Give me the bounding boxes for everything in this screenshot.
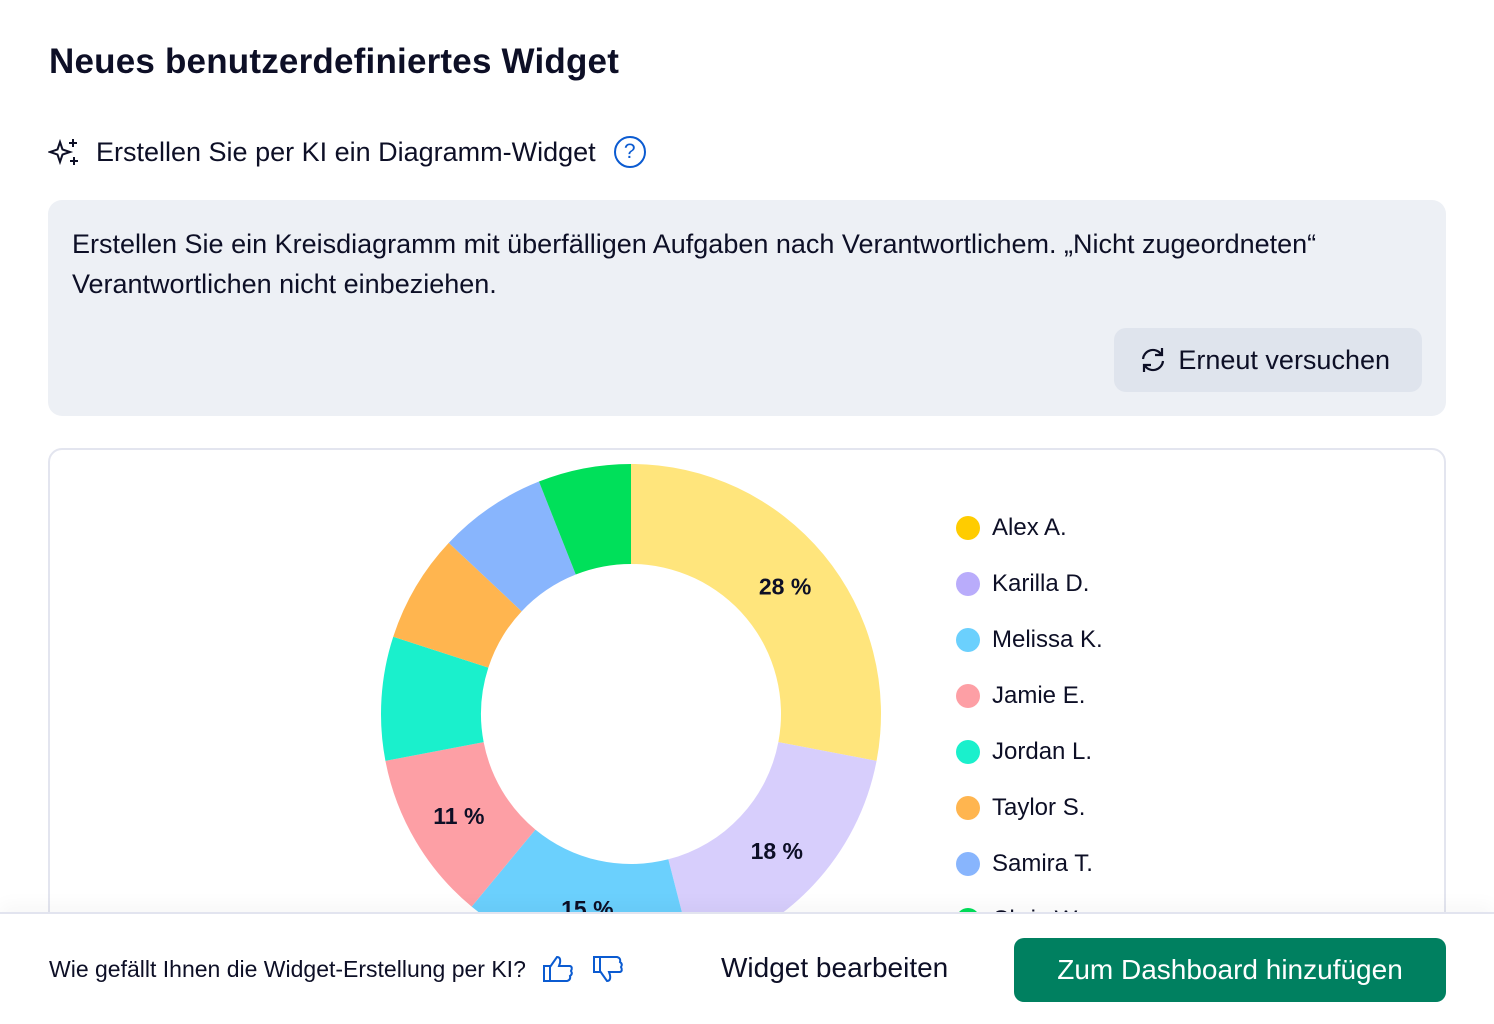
- prompt-text: Erstellen Sie ein Kreisdiagramm mit über…: [72, 229, 1317, 299]
- legend-item[interactable]: Melissa K.: [956, 612, 1103, 668]
- legend-swatch: [956, 740, 980, 764]
- legend-label: Melissa K.: [992, 626, 1103, 653]
- help-icon[interactable]: ?: [613, 136, 646, 168]
- slice-taylor-s[interactable]: [393, 542, 522, 668]
- feedback-section: Wie gefällt Ihnen die Widget-Erstellung …: [49, 954, 626, 984]
- slice-value-label: 28 %: [759, 574, 811, 600]
- slice-chris-w[interactable]: [538, 464, 631, 575]
- thumbs-down-icon[interactable]: [592, 954, 626, 984]
- legend-swatch: [956, 516, 980, 540]
- slice-alex-a[interactable]: [631, 464, 881, 761]
- legend-swatch: [956, 796, 980, 820]
- legend-swatch: [956, 684, 980, 708]
- edit-widget-button[interactable]: Widget bearbeiten: [721, 952, 949, 983]
- retry-label: Erneut versuchen: [1178, 344, 1390, 375]
- legend-item[interactable]: Jordan L.: [956, 724, 1103, 780]
- legend-swatch: [956, 572, 980, 596]
- ai-label: Erstellen Sie per KI ein Diagramm-Widget: [96, 136, 596, 167]
- footer: Wie gefällt Ihnen die Widget-Erstellung …: [0, 912, 1494, 1024]
- refresh-icon: [1142, 348, 1165, 372]
- slice-samira-t[interactable]: [448, 481, 576, 612]
- legend-swatch: [956, 628, 980, 652]
- legend-label: Taylor S.: [992, 794, 1086, 821]
- legend-label: Karilla D.: [992, 570, 1090, 597]
- legend-label: Jordan L.: [992, 738, 1093, 765]
- slice-karilla-d[interactable]: [668, 742, 877, 957]
- page-title: Neues benutzerdefiniertes Widget: [49, 42, 620, 81]
- legend-swatch: [956, 852, 980, 876]
- add-to-dashboard-button[interactable]: Zum Dashboard hinzufügen: [1014, 938, 1446, 1002]
- legend-item[interactable]: Jamie E.: [956, 668, 1103, 724]
- legend-item[interactable]: Taylor S.: [956, 780, 1103, 836]
- legend-label: Samira T.: [992, 850, 1093, 877]
- slice-jamie-e[interactable]: [385, 742, 536, 907]
- slice-value-label: 11 %: [433, 803, 484, 829]
- legend-item[interactable]: Karilla D.: [956, 556, 1103, 612]
- legend-item[interactable]: Alex A.: [956, 500, 1103, 556]
- feedback-label: Wie gefällt Ihnen die Widget-Erstellung …: [49, 955, 526, 982]
- ai-section-header: Erstellen Sie per KI ein Diagramm-Widget…: [48, 136, 646, 168]
- prompt-box: Erstellen Sie ein Kreisdiagramm mit über…: [48, 200, 1446, 416]
- thumbs-up-icon[interactable]: [542, 954, 576, 984]
- slice-value-label: 18 %: [751, 838, 803, 864]
- legend-label: Jamie E.: [992, 682, 1086, 709]
- legend-item[interactable]: Samira T.: [956, 836, 1103, 892]
- chart-legend: Alex A. Karilla D. Melissa K. Jamie E. Jorda…: [956, 500, 1103, 948]
- retry-button[interactable]: Erneut versuchen: [1114, 328, 1422, 392]
- legend-label: Alex A.: [992, 514, 1067, 541]
- sparkle-icon: [48, 138, 78, 166]
- slice-jordan-l[interactable]: [381, 636, 489, 761]
